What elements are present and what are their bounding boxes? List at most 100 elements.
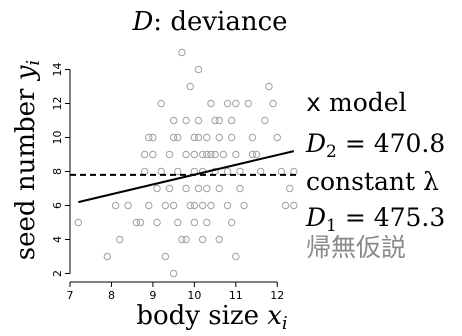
data-point bbox=[186, 201, 194, 210]
data-point bbox=[103, 252, 112, 261]
data-point bbox=[165, 184, 174, 193]
data-point bbox=[207, 150, 215, 159]
data-point bbox=[132, 218, 141, 227]
data-point bbox=[174, 167, 182, 176]
annotation-d2-sub: 2 bbox=[326, 142, 337, 162]
data-point bbox=[203, 133, 211, 142]
data-point bbox=[227, 218, 236, 227]
x-tick-label: 9 bbox=[149, 289, 156, 302]
data-point bbox=[182, 184, 190, 193]
x-tick-label: 10 bbox=[187, 289, 201, 302]
annotation-x-model-rest: model bbox=[321, 88, 407, 117]
data-point bbox=[161, 201, 170, 210]
data-point bbox=[207, 99, 215, 108]
data-point bbox=[198, 150, 207, 159]
data-point bbox=[215, 116, 223, 125]
data-point bbox=[157, 167, 165, 176]
data-point bbox=[140, 167, 149, 176]
data-point bbox=[203, 184, 211, 193]
data-point bbox=[178, 235, 186, 244]
y-tick-label: 4 bbox=[51, 236, 64, 243]
data-point bbox=[194, 133, 203, 142]
y-axis-label: seed number yi bbox=[11, 60, 44, 260]
data-point bbox=[232, 252, 240, 261]
annotation-x-model: x model bbox=[306, 88, 407, 117]
data-point bbox=[215, 235, 223, 244]
x-axis-label-text: body size bbox=[136, 301, 267, 331]
annotation-d1-var: D bbox=[305, 203, 326, 232]
data-point bbox=[169, 201, 178, 210]
annotation-x-model-var: x bbox=[306, 88, 321, 117]
chart-title: D: deviance bbox=[131, 7, 287, 37]
data-point bbox=[281, 201, 290, 210]
data-point bbox=[223, 99, 232, 108]
data-point bbox=[169, 116, 178, 125]
data-point bbox=[149, 150, 157, 159]
data-point bbox=[215, 184, 223, 193]
data-point bbox=[174, 218, 182, 227]
x-tick-label: 8 bbox=[108, 289, 115, 302]
x-tick-label: 12 bbox=[270, 289, 284, 302]
annotation-d1-rest: = 475.3 bbox=[337, 203, 445, 232]
data-point bbox=[161, 252, 170, 261]
data-point bbox=[190, 150, 199, 159]
data-point bbox=[203, 150, 211, 159]
x-model-line bbox=[78, 150, 295, 204]
data-point bbox=[190, 218, 199, 227]
annotation-d2: D2 = 470.8 bbox=[305, 129, 445, 162]
data-point bbox=[290, 167, 298, 176]
y-tick-label: 10 bbox=[51, 131, 64, 145]
y-tick-label: 8 bbox=[51, 168, 64, 175]
data-point bbox=[256, 167, 265, 176]
data-point bbox=[182, 116, 190, 125]
data-point bbox=[182, 235, 190, 244]
data-point bbox=[169, 133, 178, 142]
annotation-d1: D1 = 475.3 bbox=[305, 203, 445, 236]
data-point bbox=[244, 99, 252, 108]
data-point bbox=[194, 184, 203, 193]
data-point bbox=[140, 150, 149, 159]
data-point bbox=[169, 269, 178, 278]
data-point bbox=[211, 116, 219, 125]
y-tick-label: 12 bbox=[51, 97, 64, 111]
data-point bbox=[248, 150, 257, 159]
data-point bbox=[240, 201, 248, 210]
y-tick-label: 14 bbox=[51, 63, 64, 77]
plot-area: 7 8 9 10 11 12 2 4 6 8 10 12 14 bbox=[51, 48, 298, 302]
x-axis-label-sub: i bbox=[282, 313, 288, 331]
data-point bbox=[74, 218, 82, 227]
data-point bbox=[116, 235, 124, 244]
data-point bbox=[124, 201, 132, 210]
data-point bbox=[198, 235, 207, 244]
data-point bbox=[190, 201, 199, 210]
y-axis-label-var: y bbox=[11, 65, 41, 81]
data-point bbox=[165, 150, 174, 159]
annotation-d2-var: D bbox=[305, 129, 326, 158]
data-point bbox=[207, 201, 215, 210]
x-tick-label: 7 bbox=[67, 289, 74, 302]
data-point bbox=[198, 201, 207, 210]
data-point bbox=[157, 99, 165, 108]
data-point bbox=[286, 184, 294, 193]
data-point bbox=[236, 184, 244, 193]
title-rest: : deviance bbox=[153, 7, 287, 37]
data-point bbox=[186, 82, 194, 91]
data-point bbox=[145, 133, 153, 142]
x-tick-label: 11 bbox=[229, 289, 243, 302]
annotation-d2-rest: = 470.8 bbox=[337, 129, 445, 158]
data-point bbox=[153, 184, 161, 193]
data-point bbox=[174, 133, 182, 142]
data-point bbox=[223, 167, 232, 176]
data-point bbox=[223, 201, 232, 210]
title-var: D bbox=[131, 7, 153, 37]
annotation-constant: constant λ bbox=[306, 167, 439, 196]
data-point bbox=[136, 218, 145, 227]
y-axis-label-sub: i bbox=[23, 60, 44, 66]
data-point bbox=[219, 150, 228, 159]
annotation-null-hypothesis: 帰無仮説 bbox=[306, 233, 406, 262]
x-axis-label-var: x bbox=[267, 301, 282, 331]
data-point bbox=[277, 167, 286, 176]
annotation-d1-sub: 1 bbox=[326, 216, 337, 236]
